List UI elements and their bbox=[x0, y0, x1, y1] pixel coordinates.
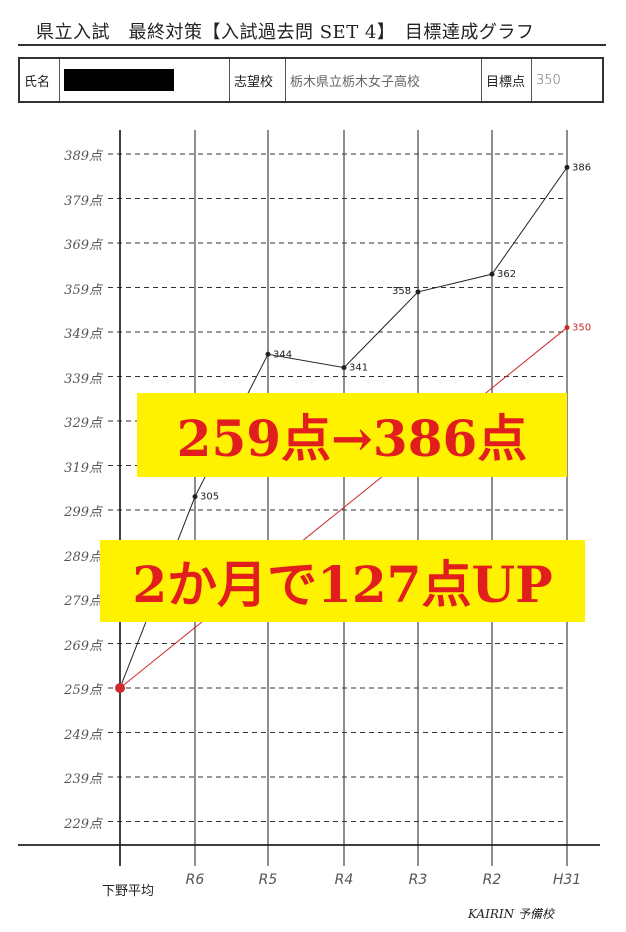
y-tick-label: 369点 bbox=[64, 238, 102, 253]
series-line bbox=[119, 327, 568, 689]
y-tick-label: 229点 bbox=[64, 816, 102, 832]
y-tick-label: 339点 bbox=[64, 371, 102, 387]
y-tick-label: 299点 bbox=[64, 505, 102, 520]
y-tick-label: 279点 bbox=[64, 594, 102, 609]
y-tick-label: 319点 bbox=[64, 460, 102, 476]
target-value: 350 bbox=[536, 72, 561, 88]
data-point bbox=[415, 289, 421, 295]
redacted-name bbox=[64, 69, 174, 91]
target-label: 目標点 bbox=[482, 59, 532, 101]
y-tick-label: 239点 bbox=[64, 772, 102, 787]
y-tick-label: 379点 bbox=[64, 193, 102, 209]
y-tick-label: 269点 bbox=[64, 638, 102, 654]
student-info-table: 氏名 志望校 栃木県立栃木女子高校 目標点 350 bbox=[18, 57, 604, 103]
footer-brand: KAIRIN 予備校 bbox=[468, 907, 554, 921]
school-value: 栃木県立栃木女子高校 bbox=[286, 59, 482, 101]
start-point-marker bbox=[115, 683, 125, 693]
banner-improvement: 2か月で127点UP bbox=[100, 540, 585, 622]
data-point bbox=[341, 365, 347, 371]
school-label: 志望校 bbox=[230, 59, 286, 101]
y-tick-label: 359点 bbox=[64, 282, 102, 298]
data-point bbox=[564, 325, 570, 331]
x-tick-label: R6 bbox=[185, 872, 205, 888]
data-label: 386 bbox=[572, 162, 591, 173]
y-tick-label: 249点 bbox=[64, 727, 102, 743]
data-point bbox=[489, 271, 495, 277]
name-value bbox=[60, 59, 230, 101]
x-tick-label: 下野平均 bbox=[101, 884, 155, 899]
data-point bbox=[265, 351, 271, 357]
page-title: 県立入試 最終対策【入試過去問 SET 4】 目標達成グラフ bbox=[36, 22, 535, 43]
data-label: 341 bbox=[349, 363, 368, 374]
x-tick-label: R4 bbox=[334, 872, 354, 888]
data-point bbox=[564, 164, 570, 170]
x-tick-label: R2 bbox=[482, 872, 502, 888]
data-label: 305 bbox=[200, 492, 219, 503]
data-label: 358 bbox=[392, 286, 411, 297]
y-tick-label: 259点 bbox=[64, 683, 102, 698]
x-tick-label: R3 bbox=[408, 872, 428, 888]
data-label: 344 bbox=[273, 349, 292, 360]
y-tick-label: 289点 bbox=[64, 549, 102, 565]
data-label: 362 bbox=[497, 269, 516, 280]
data-point bbox=[192, 494, 198, 500]
name-label: 氏名 bbox=[20, 59, 60, 101]
title-divider bbox=[18, 44, 606, 46]
data-label: 350 bbox=[572, 323, 591, 334]
x-tick-label: H31 bbox=[552, 872, 582, 888]
y-tick-label: 349点 bbox=[64, 327, 102, 342]
y-tick-label: 329点 bbox=[64, 416, 102, 431]
x-tick-label: R5 bbox=[258, 872, 278, 888]
y-tick-label: 389点 bbox=[64, 149, 102, 164]
banner-score-range: 259点→386点 bbox=[137, 393, 567, 477]
